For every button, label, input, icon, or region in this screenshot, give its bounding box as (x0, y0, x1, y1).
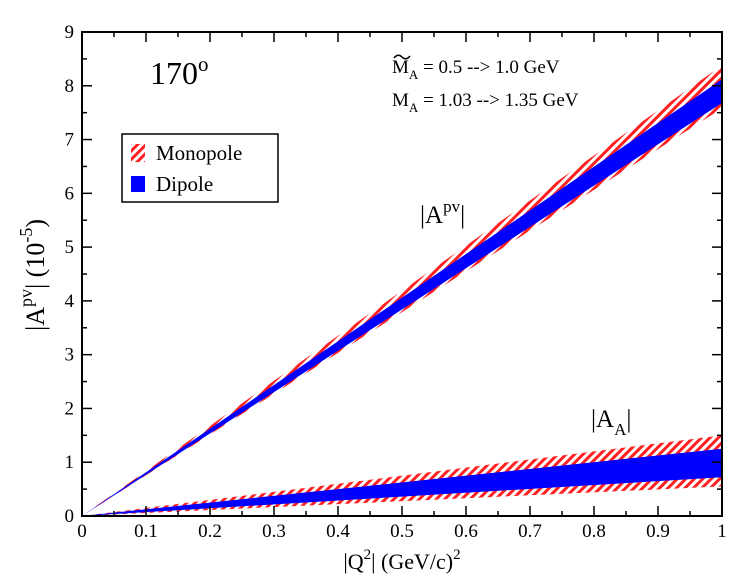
x-tick-label: 0.7 (518, 521, 542, 542)
y-tick-label: 6 (65, 183, 75, 204)
y-tick-label: 7 (65, 130, 75, 151)
aa-band-label: |AA| (591, 406, 631, 439)
y-tick-label: 4 (65, 291, 75, 312)
y-tick-label: 9 (65, 22, 75, 43)
chart-title: 170o (150, 52, 209, 91)
y-tick-label: 0 (65, 506, 75, 527)
y-tick-label: 3 (65, 345, 75, 366)
x-tick-label: 1 (717, 521, 727, 542)
legend-dipole-swatch (131, 176, 145, 192)
legend-monopole-label: Monopole (156, 141, 242, 165)
y-axis-label: |Apv| (10-5) (16, 219, 50, 331)
x-tick-label: 0.4 (326, 521, 350, 542)
legend: Monopole Dipole (121, 133, 279, 203)
legend-monopole-swatch (131, 144, 145, 162)
band-monopole-aa (82, 435, 722, 516)
y-tick-label: 1 (65, 452, 75, 473)
x-tick-label: 0 (77, 521, 87, 542)
x-tick-label: 0.8 (582, 521, 606, 542)
x-tick-label: 0.9 (646, 521, 670, 542)
annotation-tilde-ma: MA = 0.5 --> 1.0 GeV (392, 54, 560, 82)
x-tick-label: 0.6 (454, 521, 478, 542)
chart-title-sup: o (198, 52, 209, 76)
bands-layer (82, 65, 722, 516)
x-tick-label: 0.1 (134, 521, 158, 542)
y-tick-label: 2 (65, 398, 75, 419)
x-tick-label: 0.5 (390, 521, 414, 542)
tilde-mark (393, 54, 411, 60)
band-dipole-aa (82, 448, 722, 516)
y-axis-ticks: 0 1 2 3 4 5 6 7 8 9 (65, 22, 722, 527)
x-axis-label: |Q2| (GeV/c)2 (343, 547, 460, 574)
x-tick-label: 0.3 (262, 521, 286, 542)
y-tick-label: 5 (65, 237, 75, 258)
annotation-ma: MA = 1.03 --> 1.35 GeV (392, 90, 579, 115)
legend-box (121, 133, 279, 203)
legend-dipole-label: Dipole (156, 172, 213, 196)
x-axis-ticks: 0 0.1 0.2 0.3 0.4 0.5 0.6 0.7 0.8 0.9 1 (77, 32, 727, 542)
apv-band-label: |Apv| (420, 197, 465, 229)
x-tick-label: 0.2 (198, 521, 222, 542)
svg-text:MA = 0.5 --> 1.0 GeV: MA = 0.5 --> 1.0 GeV (392, 57, 560, 82)
band-dipole-apv (82, 79, 722, 516)
y-tick-label: 8 (65, 76, 75, 97)
band-monopole-apv (82, 65, 722, 516)
